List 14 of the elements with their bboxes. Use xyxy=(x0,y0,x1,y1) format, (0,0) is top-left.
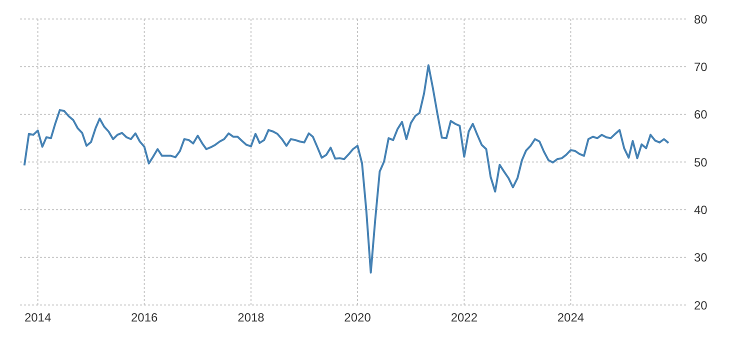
y-tick-label: 50 xyxy=(694,155,708,170)
x-tick-label: 2024 xyxy=(557,310,584,325)
x-tick-label: 2018 xyxy=(238,310,265,325)
y-tick-label: 80 xyxy=(694,12,708,26)
x-tick-label: 2020 xyxy=(344,310,372,325)
y-tick-label: 20 xyxy=(694,298,708,312)
x-tick-label: 2022 xyxy=(450,310,478,325)
y-tick-label: 40 xyxy=(694,202,708,217)
y-tick-label: 70 xyxy=(694,60,708,74)
y-tick-label: 30 xyxy=(694,250,708,265)
x-tick-label: 2014 xyxy=(24,310,52,325)
line-series xyxy=(23,64,670,274)
x-tick-label: 2016 xyxy=(130,310,158,325)
y-tick-label: 60 xyxy=(694,108,708,122)
